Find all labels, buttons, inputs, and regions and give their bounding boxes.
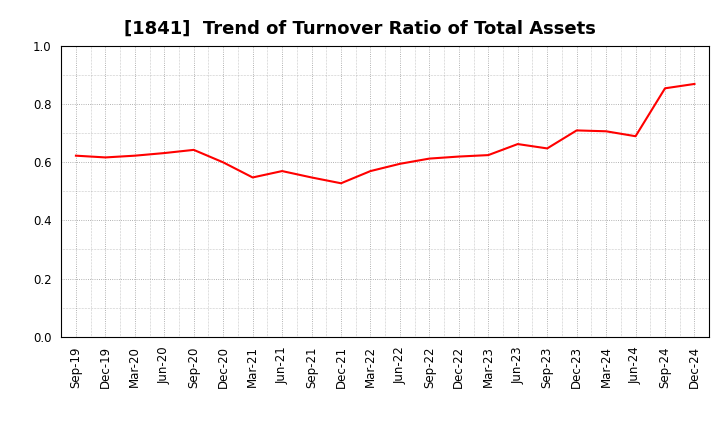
Text: [1841]  Trend of Turnover Ratio of Total Assets: [1841] Trend of Turnover Ratio of Total … — [124, 20, 596, 38]
